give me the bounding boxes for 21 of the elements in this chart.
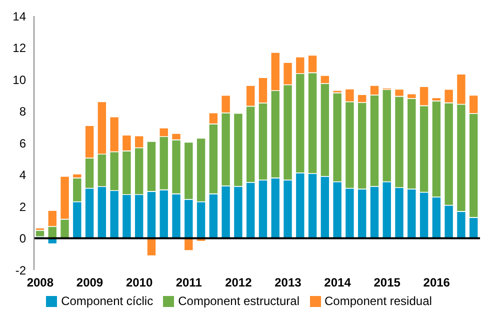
x-tick-label: 2009 [76,276,104,290]
x-tick-label: 2011 [176,276,202,290]
y-tick-label: 14 [12,9,26,24]
x-tick-label: 2016 [423,276,450,290]
x-tick-label: 2013 [274,276,302,290]
legend-label: Component cíclic [61,294,154,308]
y-tick-label: 2 [19,200,26,214]
legend-label: Component estructural [178,294,300,308]
x-tick-label: 2008 [26,276,54,290]
y-tick-label: 10 [12,72,26,87]
y-tick-label: -2 [15,263,26,278]
x-tick-label: 2015 [374,276,401,290]
y-tick-label: 8 [19,104,26,119]
legend-label: Component residual [324,294,432,308]
x-tick-label: 2010 [126,276,153,290]
y-tick-label: 12 [12,41,26,56]
x-tick-label: 2012 [225,276,252,290]
x-tick-label: 2014 [324,276,352,290]
y-tick-label: 4 [19,168,26,182]
y-tick-label: 0 [19,232,26,246]
y-tick-label: 6 [19,136,26,150]
